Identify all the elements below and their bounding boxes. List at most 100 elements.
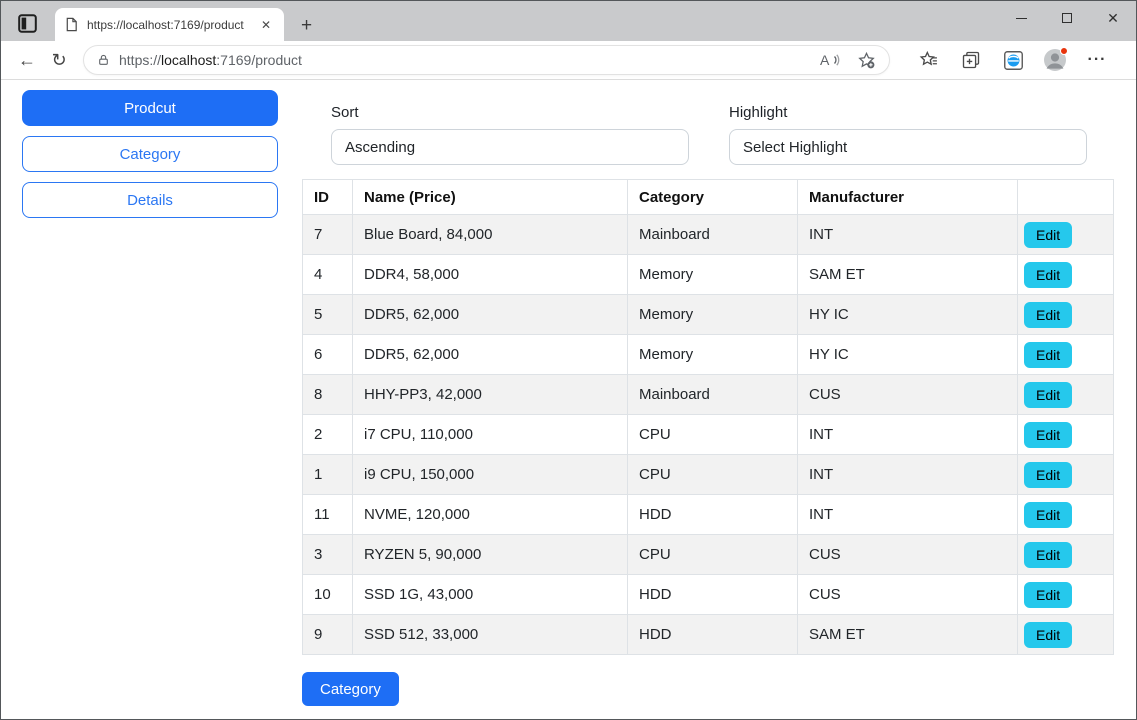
new-tab-button[interactable]: +	[301, 15, 313, 36]
sidebar-nav: Prodcut Category Details	[22, 90, 278, 218]
ie-mode-icon[interactable]	[999, 46, 1027, 74]
cell-category: HDD	[627, 614, 798, 655]
tab-actions-menu-button[interactable]	[15, 11, 39, 35]
highlight-label: Highlight	[729, 104, 788, 121]
highlight-select[interactable]: Select Highlight	[729, 129, 1087, 165]
table-row: 1 i9 CPU, 150,000 CPU INT Edit	[302, 454, 1114, 495]
cell-actions: Edit	[1017, 534, 1114, 575]
cell-name-price: i9 CPU, 150,000	[352, 454, 628, 495]
cell-manufacturer: CUS	[797, 534, 1018, 575]
cell-name-price: NVME, 120,000	[352, 494, 628, 535]
read-aloud-icon[interactable]: A	[820, 52, 841, 68]
sort-select[interactable]: Ascending	[331, 129, 689, 165]
edit-button[interactable]: Edit	[1024, 341, 1073, 368]
collections-icon[interactable]	[957, 46, 985, 74]
page-content: Prodcut Category Details Sort Ascending …	[1, 80, 1136, 706]
cell-category: CPU	[627, 454, 798, 495]
cell-category: CPU	[627, 534, 798, 575]
cell-name-price: DDR4, 58,000	[352, 254, 628, 295]
settings-menu-icon[interactable]: ···	[1087, 51, 1107, 68]
page-document-icon	[66, 17, 77, 32]
profile-avatar[interactable]	[1041, 46, 1069, 74]
maximize-icon	[1062, 13, 1072, 23]
edit-button[interactable]: Edit	[1024, 541, 1073, 568]
cell-id: 7	[302, 214, 353, 255]
cell-manufacturer: HY IC	[797, 294, 1018, 335]
cell-category: Mainboard	[627, 374, 798, 415]
url-host: localhost	[161, 52, 217, 68]
category-footer-button[interactable]: Category	[302, 672, 399, 706]
cell-actions: Edit	[1017, 494, 1114, 535]
cell-id: 2	[302, 414, 353, 455]
cell-manufacturer: CUS	[797, 574, 1018, 615]
edit-button[interactable]: Edit	[1024, 221, 1073, 248]
filter-row: Sort Ascending Highlight Select Highligh…	[331, 104, 1087, 165]
lock-icon[interactable]	[97, 53, 110, 67]
table-row: 8 HHY-PP3, 42,000 Mainboard CUS Edit	[302, 374, 1114, 415]
edit-button[interactable]: Edit	[1024, 461, 1073, 488]
cell-id: 5	[302, 294, 353, 335]
table-row: 6 DDR5, 62,000 Memory HY IC Edit	[302, 334, 1114, 375]
cell-actions: Edit	[1017, 294, 1114, 335]
cell-name-price: HHY-PP3, 42,000	[352, 374, 628, 415]
cell-manufacturer: INT	[797, 454, 1018, 495]
edit-button[interactable]: Edit	[1024, 381, 1073, 408]
back-button[interactable]: ←	[18, 49, 36, 70]
sort-label: Sort	[331, 104, 359, 121]
window-controls: ✕	[998, 1, 1136, 35]
close-icon: ✕	[1107, 10, 1119, 26]
table-row: 7 Blue Board, 84,000 Mainboard INT Edit	[302, 214, 1114, 255]
maximize-button[interactable]	[1044, 1, 1090, 35]
cell-actions: Edit	[1017, 414, 1114, 455]
cell-id: 9	[302, 614, 353, 655]
url-text: https://localhost:7169/product	[119, 52, 804, 68]
cell-manufacturer: INT	[797, 214, 1018, 255]
edit-button[interactable]: Edit	[1024, 421, 1073, 448]
cell-category: Memory	[627, 294, 798, 335]
navigation-toolbar: ← ↻ https://localhost:7169/product A	[1, 41, 1136, 80]
tab-title: https://localhost:7169/product	[87, 17, 244, 32]
cell-name-price: Blue Board, 84,000	[352, 214, 628, 255]
add-favorite-icon[interactable]	[857, 51, 876, 70]
cell-manufacturer: HY IC	[797, 334, 1018, 375]
tab-actions-icon	[17, 13, 37, 33]
header-name-price: Name (Price)	[352, 179, 628, 215]
sidebar-item-details[interactable]: Details	[22, 182, 278, 218]
close-button[interactable]: ✕	[1090, 1, 1136, 35]
edit-button[interactable]: Edit	[1024, 581, 1073, 608]
edit-button[interactable]: Edit	[1024, 501, 1073, 528]
table-row: 11 NVME, 120,000 HDD INT Edit	[302, 494, 1114, 535]
header-actions	[1017, 179, 1114, 215]
address-bar[interactable]: https://localhost:7169/product A	[83, 45, 890, 75]
favorites-icon[interactable]	[915, 46, 943, 74]
cell-category: HDD	[627, 574, 798, 615]
edit-button[interactable]: Edit	[1024, 301, 1073, 328]
cell-manufacturer: INT	[797, 414, 1018, 455]
titlebar: https://localhost:7169/product ✕ + ✕	[1, 1, 1136, 41]
sidebar-item-category[interactable]: Category	[22, 136, 278, 172]
refresh-button[interactable]: ↻	[51, 49, 67, 70]
url-scheme: https://	[119, 52, 162, 68]
sidebar-item-product[interactable]: Prodcut	[22, 90, 278, 126]
cell-actions: Edit	[1017, 214, 1114, 255]
minimize-button[interactable]	[998, 1, 1044, 35]
header-manufacturer: Manufacturer	[797, 179, 1018, 215]
edit-button[interactable]: Edit	[1024, 621, 1073, 648]
cell-id: 8	[302, 374, 353, 415]
cell-actions: Edit	[1017, 374, 1114, 415]
table-row: 10 SSD 1G, 43,000 HDD CUS Edit	[302, 574, 1114, 615]
header-id: ID	[302, 179, 353, 215]
minimize-icon	[1015, 17, 1027, 19]
cell-name-price: DDR5, 62,000	[352, 294, 628, 335]
browser-tab[interactable]: https://localhost:7169/product ✕	[55, 8, 284, 41]
cell-category: Memory	[627, 334, 798, 375]
cell-manufacturer: SAM ET	[797, 254, 1018, 295]
cell-manufacturer: INT	[797, 494, 1018, 535]
cell-name-price: RYZEN 5, 90,000	[352, 534, 628, 575]
table-row: 9 SSD 512, 33,000 HDD SAM ET Edit	[302, 614, 1114, 655]
cell-id: 10	[302, 574, 353, 615]
tab-close-icon[interactable]: ✕	[260, 17, 271, 32]
edit-button[interactable]: Edit	[1024, 261, 1073, 288]
cell-id: 4	[302, 254, 353, 295]
cell-actions: Edit	[1017, 574, 1114, 615]
